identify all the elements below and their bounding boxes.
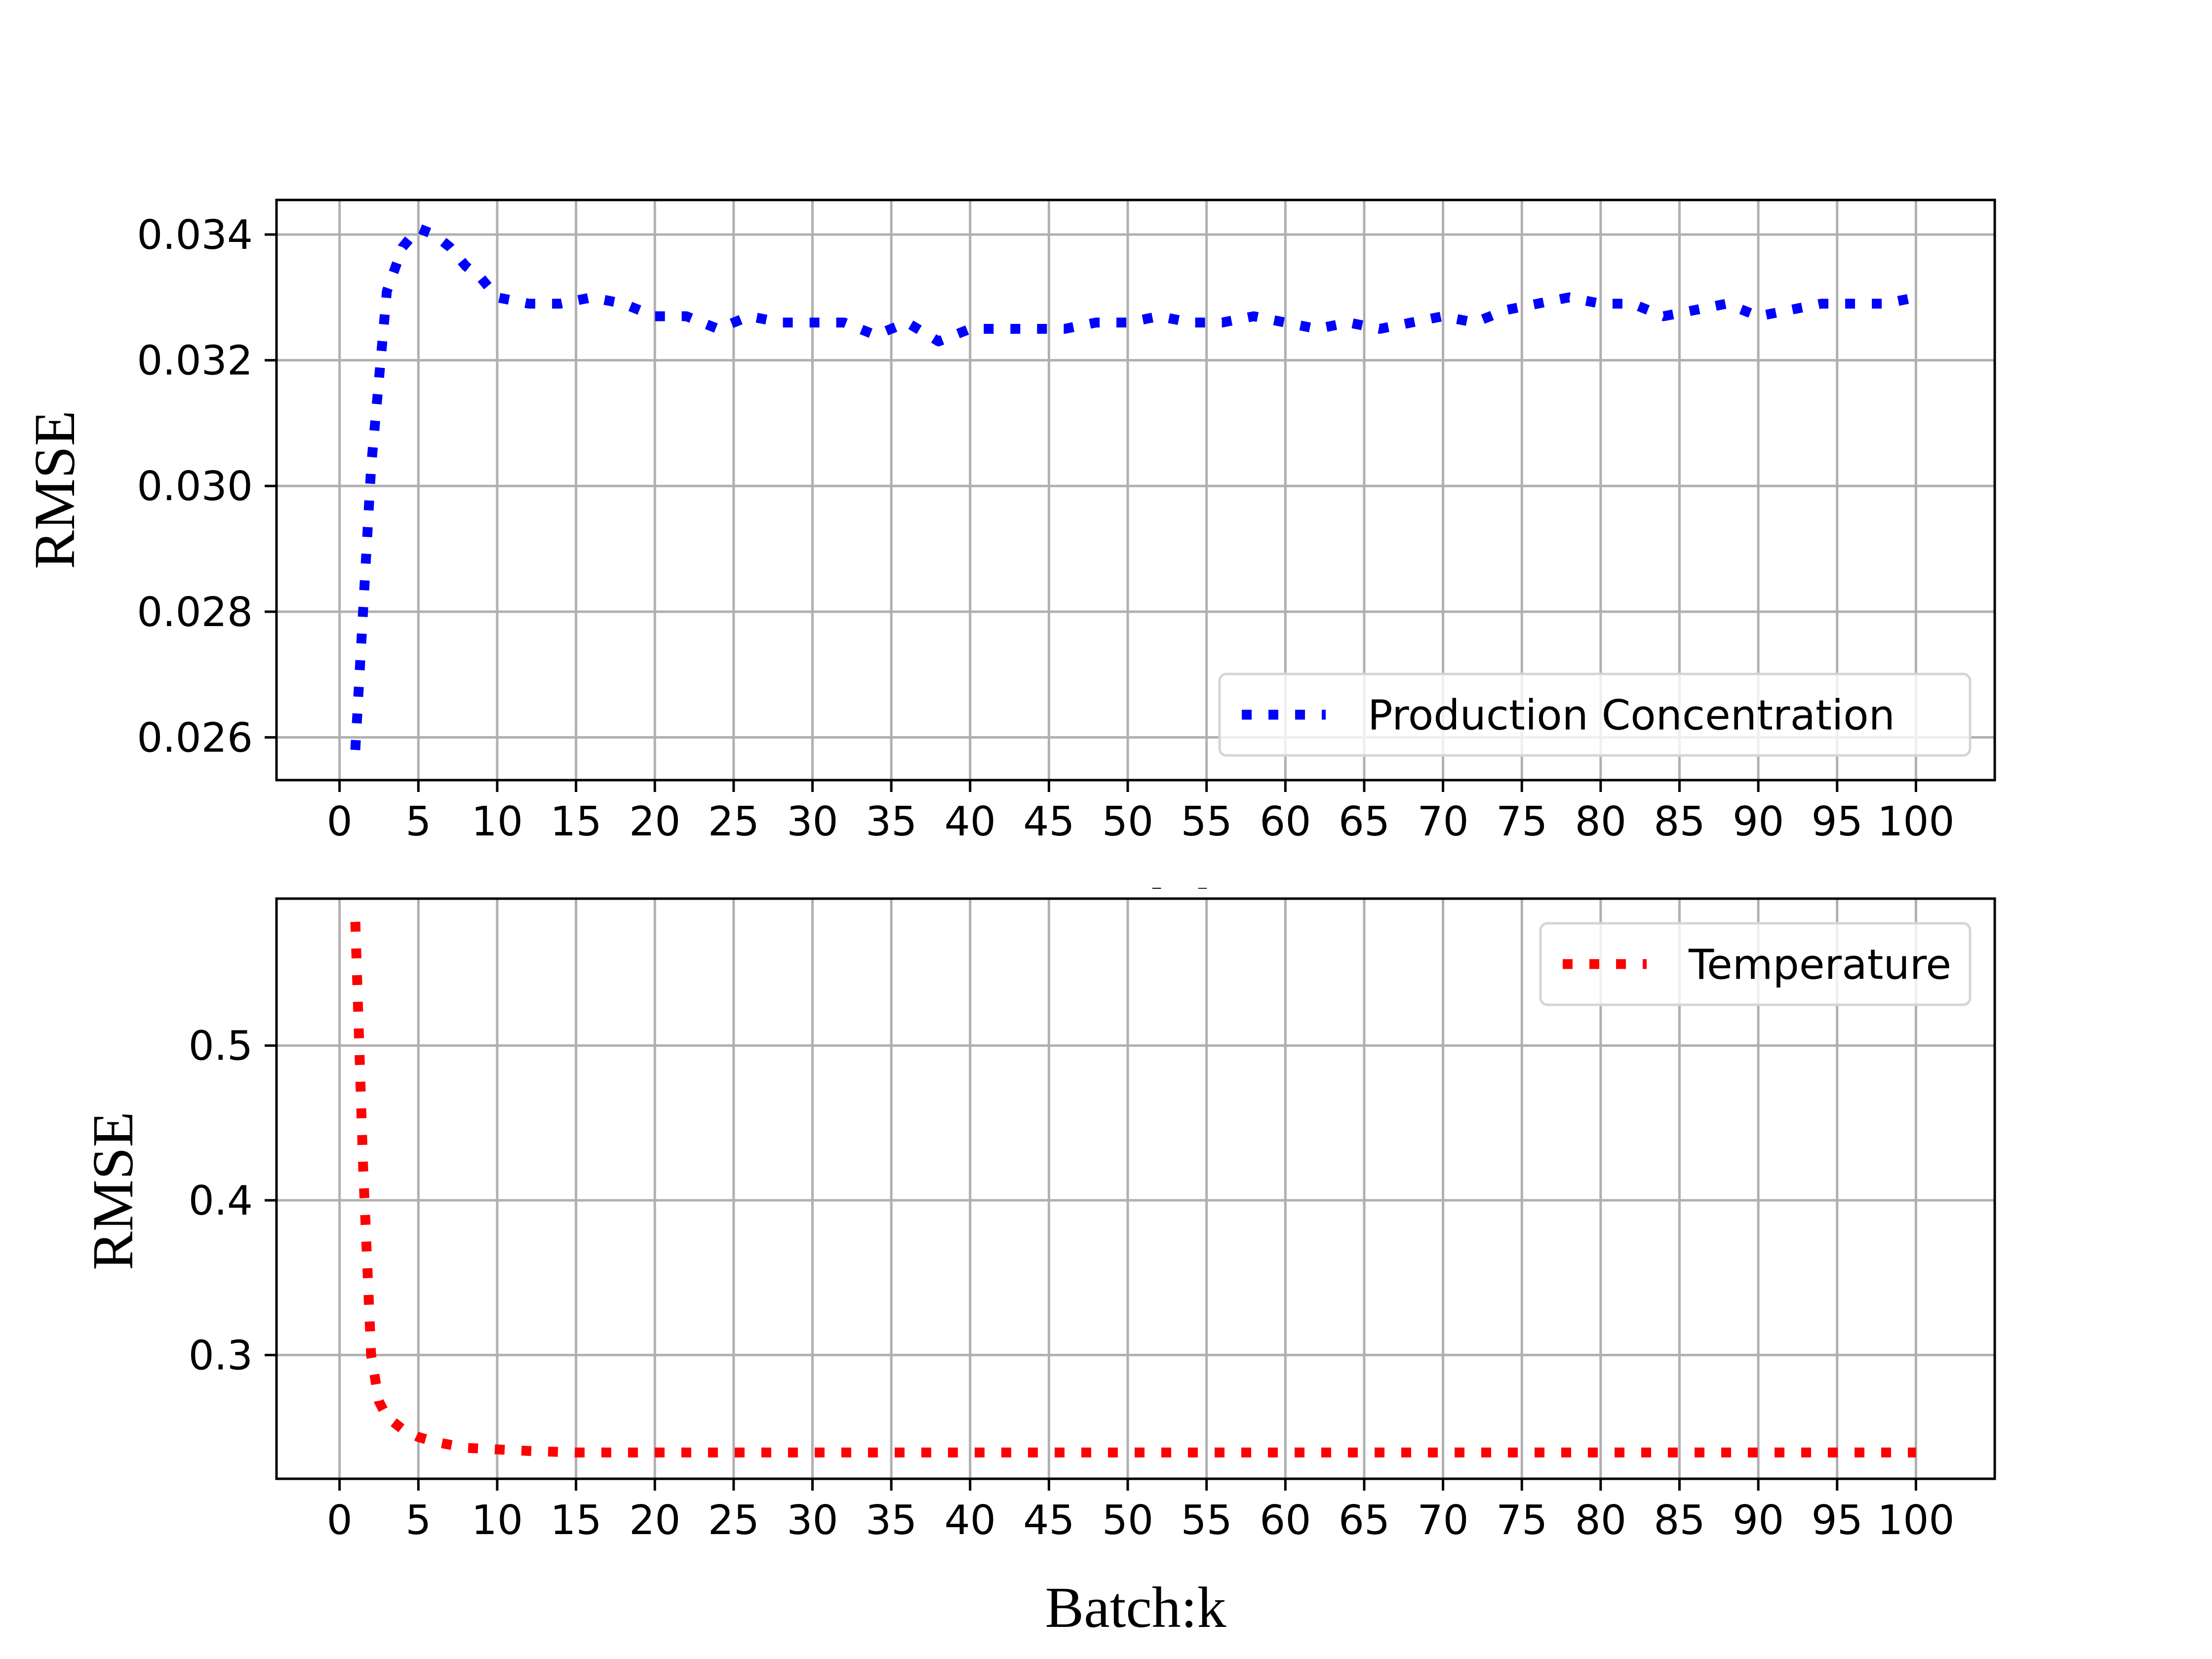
legend-box-bottom [1539, 922, 1972, 1006]
legend-label-top: Production Concentration [1368, 691, 1895, 740]
xtick-label-bottom-0: 0 [327, 1497, 353, 1544]
xtick-label-bottom-19: 95 [1812, 1497, 1863, 1544]
ytick-label-bottom-0: 0.3 [189, 1332, 253, 1379]
xtick-label-top-1: 5 [405, 798, 431, 845]
xtick-label-bottom-12: 60 [1260, 1497, 1311, 1544]
xtick-label-bottom-10: 50 [1102, 1497, 1153, 1544]
xtick-label-top-11: 55 [1181, 798, 1232, 845]
xtick-label-bottom-13: 65 [1339, 1497, 1390, 1544]
xtick-label-top-19: 95 [1812, 798, 1863, 845]
xtick-label-bottom-16: 80 [1575, 1497, 1626, 1544]
ytick-label-bottom-2: 0.5 [189, 1023, 253, 1070]
xticks-bottom: 0 5 10 15 20 25 30 35 40 45 50 55 60 65 70 75 80 85 90 95 10… [327, 1479, 1955, 1544]
xtick-label-top-14: 70 [1417, 798, 1468, 845]
xtick-label-top-3: 15 [550, 798, 601, 845]
ytick-label-top-4: 0.034 [137, 212, 253, 259]
series-top [350, 223, 1917, 750]
xtick-label-bottom-11: 55 [1181, 1497, 1232, 1544]
yticks-top: 0.026 0.028 0.030 0.032 0.034 [137, 212, 276, 761]
ytick-label-top-3: 0.032 [137, 338, 253, 385]
xtick-label-top-16: 80 [1575, 798, 1626, 845]
subplot-top: 0 5 10 15 20 25 30 35 40 45 50 55 60 65 70 75 80 85 90 95 10… [22, 198, 1996, 941]
xtick-label-top-4: 20 [629, 798, 680, 845]
xticks-top: 0 5 10 15 20 25 30 35 40 45 50 55 60 65 70 75 80 85 90 95 10… [327, 780, 1955, 845]
xtick-label-top-15: 75 [1496, 798, 1547, 845]
ytick-label-bottom-1: 0.4 [189, 1178, 253, 1224]
xtick-label-top-10: 50 [1102, 798, 1153, 845]
xtick-label-bottom-7: 35 [866, 1497, 917, 1544]
grid-bottom [276, 899, 1995, 1479]
plot-frame-bottom [275, 897, 1996, 1480]
xtick-label-bottom-5: 25 [708, 1497, 759, 1544]
xtick-label-bottom-15: 75 [1496, 1497, 1547, 1544]
subplot-bottom: 0 5 10 15 20 25 30 35 40 45 50 55 60 65 70 75 80 85 90 95 10… [80, 897, 1996, 1640]
xtick-label-top-6: 30 [787, 798, 838, 845]
xtick-label-top-13: 65 [1339, 798, 1390, 845]
xtick-label-bottom-17: 85 [1654, 1497, 1705, 1544]
yticks-bottom: 0.3 0.4 0.5 [189, 1023, 276, 1379]
series-line-top-0 [350, 223, 1917, 750]
xtick-label-top-0: 0 [327, 798, 353, 845]
plot-frame-top [275, 198, 1996, 782]
xtick-label-bottom-2: 10 [472, 1497, 523, 1544]
legend-bottom: Temperature [1539, 922, 1972, 1006]
xtick-label-top-17: 85 [1654, 798, 1705, 845]
xtick-label-bottom-9: 45 [1023, 1497, 1074, 1544]
xtick-label-top-20: 100 [1877, 798, 1955, 845]
xtick-label-top-2: 10 [472, 798, 523, 845]
ytick-label-top-1: 0.028 [137, 589, 253, 636]
ytick-label-top-2: 0.030 [137, 463, 253, 510]
xtick-label-top-8: 40 [945, 798, 996, 845]
ylabel-top: RMSE [22, 410, 87, 569]
xtick-label-bottom-4: 20 [629, 1497, 680, 1544]
xtick-label-top-12: 60 [1260, 798, 1311, 845]
series-line-bottom-0 [350, 921, 1916, 1458]
xtick-label-top-9: 45 [1023, 798, 1074, 845]
legend-top: Production Concentration [1218, 672, 1972, 757]
xtick-label-top-18: 90 [1733, 798, 1784, 845]
xtick-label-top-5: 25 [708, 798, 759, 845]
ylabel-bottom: RMSE [80, 1111, 145, 1270]
ytick-label-top-0: 0.026 [137, 714, 253, 761]
legend-label-bottom: Temperature [1688, 941, 1951, 989]
xtick-label-bottom-8: 40 [945, 1497, 996, 1544]
xtick-label-bottom-20: 100 [1877, 1497, 1955, 1544]
series-bottom [350, 921, 1916, 1458]
legend-box-top [1218, 672, 1972, 757]
xtick-label-bottom-6: 30 [787, 1497, 838, 1544]
xtick-label-bottom-1: 5 [405, 1497, 431, 1544]
xtick-label-bottom-3: 15 [550, 1497, 601, 1544]
xlabel-bottom: Batch:k [1045, 1575, 1226, 1640]
xtick-label-top-7: 35 [866, 798, 917, 845]
xtick-label-bottom-14: 70 [1417, 1497, 1468, 1544]
xtick-label-bottom-18: 90 [1733, 1497, 1784, 1544]
